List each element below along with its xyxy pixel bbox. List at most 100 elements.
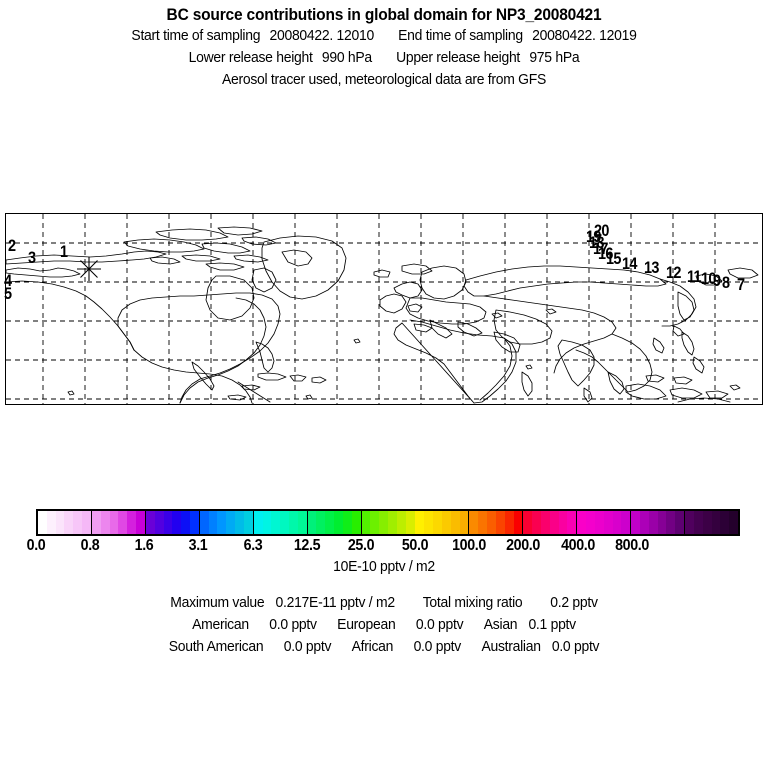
colorbar-band: [226, 511, 236, 534]
colorbar-band: [388, 511, 397, 534]
colorbar-segment: [523, 511, 578, 534]
trajectory-label: 8: [722, 273, 730, 292]
colorbar-segment: [145, 511, 200, 534]
colorbar-band: [280, 511, 289, 534]
colorbar-tick-label: 0.0: [26, 537, 46, 554]
colorbar-band: [657, 511, 667, 534]
colorbar-band: [631, 511, 640, 534]
colorbar-band: [685, 511, 694, 534]
colorbar-segment: [469, 511, 524, 534]
colorbar-band: [594, 511, 604, 534]
trajectory-label: 12: [666, 263, 681, 282]
source-region-value: 0.0 pptv: [283, 638, 332, 655]
max-value: 0.217E-11 pptv / m2: [275, 594, 396, 611]
colorbar-tick-label: 0.8: [80, 537, 100, 554]
colorbar-band: [235, 511, 244, 534]
page-title: BC source contributions in global domain…: [166, 6, 602, 24]
source-region-value: 0.0 pptv: [551, 638, 600, 655]
colorbar-band: [459, 511, 469, 534]
trajectory-label: 1: [60, 242, 68, 261]
colorbar-band: [253, 511, 263, 534]
colorbar-tick-label: 50.0: [401, 537, 429, 554]
colorbar-tick-label: 400.0: [560, 537, 595, 554]
colorbar-tick-label: 100.0: [452, 537, 487, 554]
colorbar-band: [567, 511, 577, 534]
colorbar-band: [91, 511, 101, 534]
statistics-block: Maximum value 0.217E-11 pptv / m2 Total mi…: [0, 592, 768, 658]
colorbar-band: [675, 511, 685, 534]
trajectory-label: 11: [687, 267, 702, 286]
colorbar-band: [38, 511, 47, 534]
end-time-label: End time of sampling: [398, 27, 523, 44]
trajectory-label: 17: [593, 239, 608, 258]
colorbar-band: [379, 511, 389, 534]
colorbar-band: [262, 511, 272, 534]
colorbar-band: [720, 511, 730, 534]
colorbar-band: [289, 511, 298, 534]
source-region-row: American 0.0 pptv European 0.0 pptv Asian 0.1…: [27, 614, 741, 636]
trajectory-label: 10: [701, 269, 716, 288]
colorbar-tick-label: 200.0: [506, 537, 541, 554]
release-height-line: Lower release height 990 hPa Upper release…: [27, 47, 741, 69]
lower-release-value: 990 hPa: [321, 49, 372, 66]
colorbar-band: [361, 511, 371, 534]
colorbar-band: [558, 511, 568, 534]
colorbar-band: [334, 511, 343, 534]
colorbar-band: [586, 511, 595, 534]
source-region-name: Australian: [481, 638, 541, 655]
colorbar-segment: [253, 511, 308, 534]
colorbar-band: [495, 511, 505, 534]
trajectory-label: 7: [737, 275, 745, 294]
colorbar-band: [342, 511, 352, 534]
colorbar-band: [478, 511, 488, 534]
trajectory-label: 19: [586, 227, 601, 246]
map-gridlines: [6, 214, 762, 404]
start-time-value: 20080422. 12010: [269, 27, 375, 44]
trajectory-label: 5: [4, 284, 12, 303]
colorbar-band: [639, 511, 649, 534]
colorbar-segment: [38, 511, 92, 534]
source-region-row: South American 0.0 pptv African 0.0 pptv Aus…: [27, 636, 741, 658]
source-region-name: European: [337, 616, 396, 633]
colorbar-band: [243, 511, 253, 534]
colorbar-segment: [361, 511, 416, 534]
source-region-name: American: [192, 616, 249, 633]
colorbar-band: [64, 511, 74, 534]
colorbar-band: [136, 511, 145, 534]
colorbar-band: [316, 511, 326, 534]
colorbar-band: [549, 511, 559, 534]
colorbar-band: [55, 511, 65, 534]
colorbar-band: [603, 511, 613, 534]
colorbar-segment: [685, 511, 739, 534]
source-region-value: 0.0 pptv: [415, 616, 464, 633]
trajectory-label: 2: [8, 236, 16, 255]
coastlines: [6, 226, 759, 404]
world-map-panel: [5, 213, 763, 405]
colorbar-band: [729, 511, 739, 534]
colorbar-band: [325, 511, 335, 534]
colorbar-band: [181, 511, 190, 534]
colorbar-band: [487, 511, 496, 534]
colorbar-band: [405, 511, 415, 534]
lower-release-label: Lower release height: [188, 49, 313, 66]
colorbar-band: [666, 511, 676, 534]
source-region-name: Asian: [483, 616, 518, 633]
start-time-label: Start time of sampling: [131, 27, 261, 44]
colorbar-band: [73, 511, 83, 534]
colorbar-band: [415, 511, 425, 534]
colorbar-band: [523, 511, 533, 534]
colorbar-tick-label: 800.0: [614, 537, 649, 554]
colorbar-band: [504, 511, 514, 534]
colorbar-band: [217, 511, 227, 534]
colorbar-band: [82, 511, 91, 534]
colorbar-band: [46, 511, 56, 534]
colorbar-band: [702, 511, 712, 534]
colorbar-tick-label: 3.1: [189, 537, 208, 554]
colorbar-band: [424, 511, 434, 534]
trajectory-label: 13: [644, 258, 659, 277]
colorbar-tick-label: 1.6: [134, 537, 154, 554]
colorbar-units-label: 10E-10 pptv / m2: [333, 558, 435, 575]
header-block: BC source contributions in global domain…: [0, 0, 768, 91]
source-region-name: South American: [168, 638, 264, 655]
colorbar-band: [271, 511, 281, 534]
